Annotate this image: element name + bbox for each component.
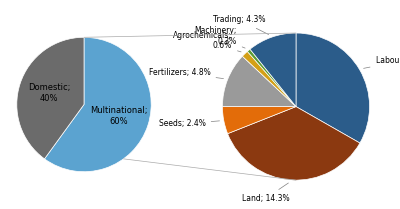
Text: Seeds; 2.4%: Seeds; 2.4%: [159, 119, 220, 128]
Text: Land; 14.3%: Land; 14.3%: [242, 183, 290, 203]
Text: Machinery;
0.3%: Machinery; 0.3%: [194, 27, 245, 48]
Text: Fertilizers; 4.8%: Fertilizers; 4.8%: [149, 68, 224, 79]
Wedge shape: [222, 107, 296, 134]
Text: Labour; 13.3%: Labour; 13.3%: [364, 56, 400, 68]
Wedge shape: [242, 51, 296, 107]
Wedge shape: [296, 33, 370, 143]
Text: Agrochemicals;
0.6%: Agrochemicals; 0.6%: [173, 31, 241, 52]
Wedge shape: [222, 56, 296, 107]
Wedge shape: [250, 33, 296, 107]
Wedge shape: [247, 49, 296, 107]
Text: Domestic;
40%: Domestic; 40%: [28, 83, 70, 103]
Wedge shape: [17, 37, 84, 159]
Text: Trading; 4.3%: Trading; 4.3%: [213, 15, 269, 34]
Wedge shape: [44, 37, 151, 172]
Text: Multinational;
60%: Multinational; 60%: [90, 106, 148, 126]
Wedge shape: [228, 107, 360, 180]
